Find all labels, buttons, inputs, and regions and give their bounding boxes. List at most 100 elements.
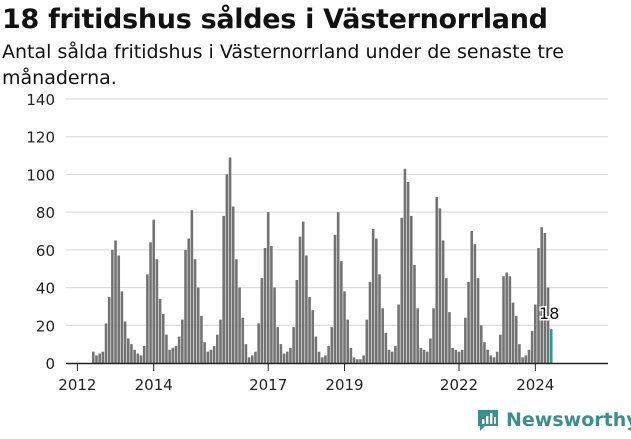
bar (181, 319, 184, 363)
bar (441, 240, 445, 363)
bar (320, 357, 324, 363)
bar (365, 319, 369, 363)
chart-title: 18 fritidshus såldes i Västernorrland (2, 4, 548, 35)
bar (161, 313, 165, 363)
bar (120, 291, 124, 363)
bar (165, 334, 168, 363)
bar (394, 346, 397, 363)
y-tick-label: 60 (36, 242, 55, 260)
bar (263, 247, 267, 363)
bar (177, 336, 181, 363)
bar (146, 274, 149, 363)
bar (276, 327, 280, 363)
bar (152, 219, 156, 363)
bar (422, 349, 426, 363)
bar (139, 355, 143, 363)
bar (343, 291, 346, 363)
bar (216, 334, 219, 363)
bar (266, 212, 270, 363)
bar (149, 242, 152, 363)
bar (336, 212, 340, 363)
bar (438, 208, 442, 363)
bar (158, 298, 162, 363)
bar (187, 238, 190, 363)
brand-name: Newsworthy (506, 409, 631, 431)
bar (238, 287, 241, 363)
bar (311, 310, 315, 363)
bar (260, 278, 264, 363)
bar (174, 346, 178, 363)
bar (301, 221, 305, 363)
bar (400, 217, 404, 363)
bar (101, 351, 105, 363)
bar (368, 281, 372, 363)
bar (317, 351, 321, 363)
bar (476, 278, 480, 363)
bar (349, 347, 353, 363)
bar (511, 302, 515, 363)
bar (123, 321, 127, 363)
bar (352, 357, 356, 363)
bar (518, 344, 521, 363)
bar (206, 351, 210, 363)
bar (104, 323, 108, 363)
bar (235, 259, 238, 363)
y-tick-label: 0 (45, 355, 55, 373)
bar (384, 332, 388, 363)
bar (451, 347, 454, 363)
y-tick-label: 40 (36, 280, 55, 298)
bar (190, 210, 194, 363)
bar (514, 315, 518, 363)
bar (225, 174, 229, 363)
bar (486, 349, 489, 363)
bar (416, 308, 419, 363)
bar (244, 344, 248, 363)
bar (492, 357, 496, 363)
bar (429, 338, 432, 363)
bar (142, 346, 146, 363)
bar (184, 249, 187, 363)
bar (406, 181, 410, 363)
bar (241, 317, 245, 363)
bar (489, 355, 493, 363)
bar (355, 359, 359, 363)
bar (457, 351, 461, 363)
bar (435, 197, 439, 363)
bar (381, 308, 384, 363)
y-tick-label: 120 (26, 129, 55, 147)
newsworthy-logo[interactable]: Newsworthy (476, 408, 631, 432)
bar (209, 349, 213, 363)
x-tick-label: 2017 (249, 376, 287, 394)
bar (527, 349, 531, 363)
bar (257, 323, 260, 363)
bar (327, 346, 330, 363)
bar (282, 353, 286, 363)
bar (295, 280, 299, 363)
bar (546, 287, 550, 363)
bar (537, 247, 540, 363)
bar (524, 355, 528, 363)
y-tick-label: 20 (36, 317, 55, 335)
bar (470, 231, 474, 363)
bar (390, 351, 394, 363)
y-tick-label: 140 (26, 91, 55, 109)
bar (136, 353, 140, 363)
bar (130, 344, 133, 363)
bar (359, 359, 362, 363)
y-tick-label: 100 (26, 166, 55, 184)
bar (330, 327, 334, 363)
bar (387, 349, 391, 363)
bar (499, 334, 502, 363)
bar (540, 227, 543, 363)
bar (371, 229, 375, 363)
bar (203, 342, 206, 363)
bar (410, 215, 413, 363)
bar (200, 315, 203, 363)
bar (314, 336, 318, 363)
bar (432, 308, 435, 363)
bar (324, 355, 327, 363)
bar (483, 342, 486, 363)
bar (530, 330, 534, 363)
bar (534, 304, 537, 363)
